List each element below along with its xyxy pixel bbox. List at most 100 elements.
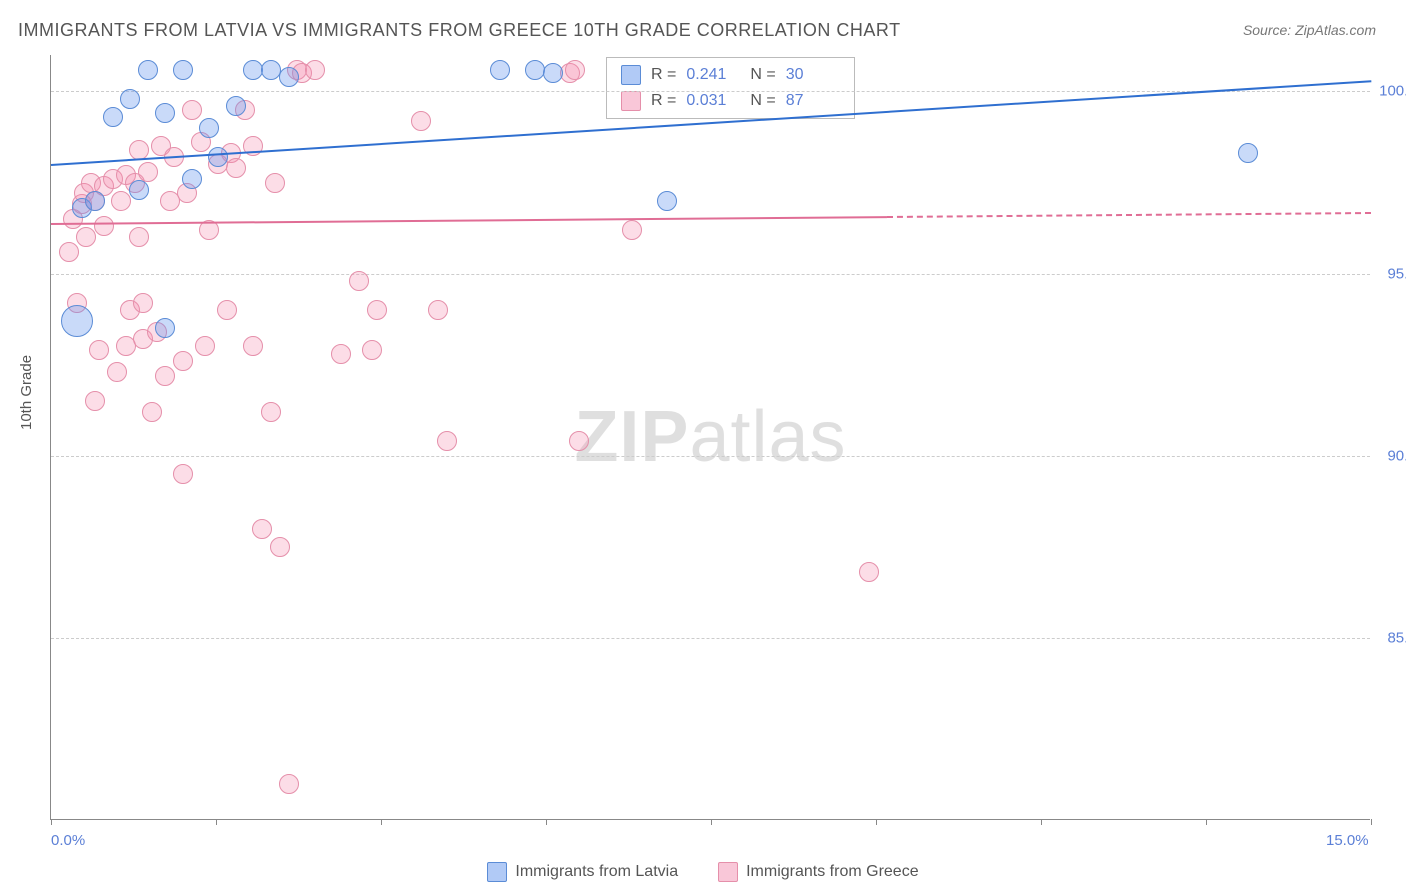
r-label: R = bbox=[651, 66, 676, 84]
scatter-point bbox=[265, 173, 285, 193]
scatter-point bbox=[85, 191, 105, 211]
legend-row: R = 0.241 N = 30 bbox=[607, 62, 854, 88]
x-tick-label: 0.0% bbox=[51, 832, 85, 849]
x-tick bbox=[1206, 819, 1207, 825]
legend-swatch bbox=[718, 862, 738, 882]
x-tick bbox=[546, 819, 547, 825]
scatter-point bbox=[155, 318, 175, 338]
scatter-point bbox=[129, 227, 149, 247]
scatter-point bbox=[261, 402, 281, 422]
scatter-point bbox=[859, 562, 879, 582]
y-tick-label: 95.0% bbox=[1375, 265, 1406, 282]
scatter-point bbox=[142, 402, 162, 422]
scatter-point bbox=[61, 305, 93, 337]
scatter-point bbox=[331, 344, 351, 364]
scatter-point bbox=[138, 162, 158, 182]
legend-swatch bbox=[621, 91, 641, 111]
scatter-point bbox=[437, 431, 457, 451]
legend-swatch bbox=[487, 862, 507, 882]
y-tick-label: 85.0% bbox=[1375, 629, 1406, 646]
gridline-horizontal bbox=[51, 274, 1370, 275]
x-tick bbox=[711, 819, 712, 825]
x-tick bbox=[216, 819, 217, 825]
x-tick bbox=[51, 819, 52, 825]
scatter-point bbox=[208, 147, 228, 167]
scatter-point bbox=[279, 774, 299, 794]
scatter-point bbox=[226, 158, 246, 178]
legend-item: Immigrants from Latvia bbox=[487, 862, 678, 882]
scatter-point bbox=[226, 96, 246, 116]
scatter-point bbox=[367, 300, 387, 320]
y-tick-label: 100.0% bbox=[1375, 83, 1406, 100]
scatter-point bbox=[657, 191, 677, 211]
scatter-point bbox=[133, 293, 153, 313]
legend-label: Immigrants from Greece bbox=[746, 863, 918, 881]
scatter-point bbox=[107, 362, 127, 382]
scatter-point bbox=[252, 519, 272, 539]
scatter-point bbox=[103, 107, 123, 127]
r-value: 0.031 bbox=[686, 92, 740, 110]
n-value: 87 bbox=[786, 92, 840, 110]
scatter-point bbox=[279, 67, 299, 87]
scatter-point bbox=[85, 391, 105, 411]
x-tick bbox=[1371, 819, 1372, 825]
scatter-point bbox=[155, 103, 175, 123]
scatter-point bbox=[129, 180, 149, 200]
trend-line bbox=[51, 216, 887, 225]
scatter-point bbox=[243, 336, 263, 356]
y-tick-label: 90.0% bbox=[1375, 447, 1406, 464]
scatter-point bbox=[1238, 143, 1258, 163]
watermark: ZIPatlas bbox=[574, 396, 846, 478]
scatter-point bbox=[111, 191, 131, 211]
trend-line bbox=[887, 212, 1371, 218]
scatter-point bbox=[543, 63, 563, 83]
r-value: 0.241 bbox=[686, 66, 740, 84]
scatter-point bbox=[411, 111, 431, 131]
scatter-point bbox=[565, 60, 585, 80]
scatter-point bbox=[155, 366, 175, 386]
scatter-point bbox=[349, 271, 369, 291]
x-tick bbox=[1041, 819, 1042, 825]
scatter-point bbox=[305, 60, 325, 80]
plot-area: ZIPatlas R =0.241N =30R =0.031N =87 85.0… bbox=[50, 55, 1370, 820]
y-axis-title: 10th Grade bbox=[18, 355, 35, 430]
source-label: Source: ZipAtlas.com bbox=[1243, 22, 1376, 38]
scatter-point bbox=[569, 431, 589, 451]
scatter-point bbox=[182, 169, 202, 189]
scatter-point bbox=[89, 340, 109, 360]
scatter-point bbox=[217, 300, 237, 320]
scatter-point bbox=[138, 60, 158, 80]
x-tick-label: 15.0% bbox=[1326, 832, 1369, 849]
legend-label: Immigrants from Latvia bbox=[515, 863, 678, 881]
r-label: R = bbox=[651, 92, 676, 110]
scatter-point bbox=[199, 118, 219, 138]
scatter-point bbox=[195, 336, 215, 356]
gridline-horizontal bbox=[51, 638, 1370, 639]
scatter-point bbox=[490, 60, 510, 80]
scatter-point bbox=[173, 60, 193, 80]
scatter-point bbox=[76, 227, 96, 247]
n-label: N = bbox=[750, 66, 775, 84]
legend-swatch bbox=[621, 65, 641, 85]
chart-title: IMMIGRANTS FROM LATVIA VS IMMIGRANTS FRO… bbox=[18, 20, 901, 41]
scatter-point bbox=[362, 340, 382, 360]
n-value: 30 bbox=[786, 66, 840, 84]
legend-series: Immigrants from Latvia Immigrants from Gr… bbox=[0, 862, 1406, 882]
gridline-horizontal bbox=[51, 456, 1370, 457]
scatter-point bbox=[182, 100, 202, 120]
scatter-point bbox=[129, 140, 149, 160]
x-tick bbox=[381, 819, 382, 825]
scatter-point bbox=[622, 220, 642, 240]
watermark-bold: ZIP bbox=[574, 397, 689, 477]
scatter-point bbox=[173, 464, 193, 484]
watermark-rest: atlas bbox=[689, 397, 846, 477]
scatter-point bbox=[59, 242, 79, 262]
scatter-point bbox=[173, 351, 193, 371]
x-tick bbox=[876, 819, 877, 825]
scatter-point bbox=[428, 300, 448, 320]
legend-correlation: R = 0.241 N = 30 R = 0.031 N = 87 bbox=[606, 57, 855, 119]
scatter-point bbox=[270, 537, 290, 557]
legend-item: Immigrants from Greece bbox=[718, 862, 918, 882]
scatter-point bbox=[94, 216, 114, 236]
n-label: N = bbox=[750, 92, 775, 110]
